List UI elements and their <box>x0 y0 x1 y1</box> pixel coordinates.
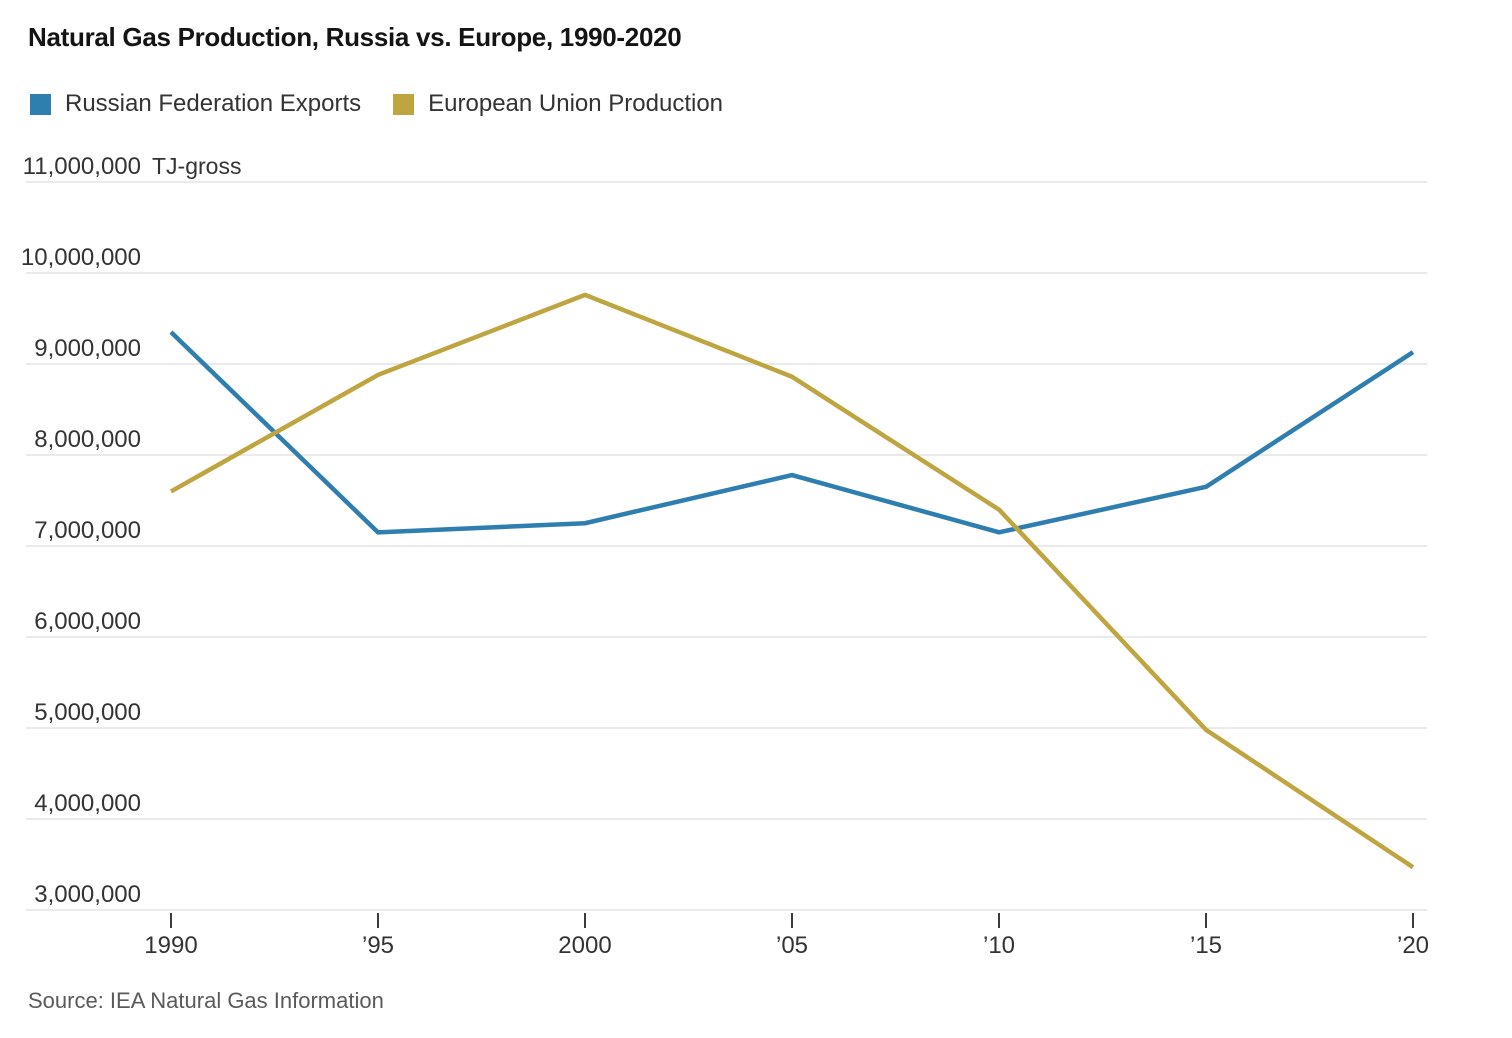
legend: Russian Federation Exports European Unio… <box>30 90 723 118</box>
x-tick-label: 2000 <box>558 932 611 959</box>
y-tick-label: 11,000,000 <box>23 153 141 180</box>
y-tick-label: 9,000,000 <box>34 335 141 362</box>
y-tick-label: 3,000,000 <box>34 881 141 908</box>
x-tick-label: ’95 <box>362 932 394 959</box>
gridlines <box>26 181 1427 911</box>
legend-item-russia: Russian Federation Exports <box>30 90 361 118</box>
y-tick-label: 4,000,000 <box>34 790 141 817</box>
y-tick-label: 5,000,000 <box>34 699 141 726</box>
x-axis: 1990 ’95 2000 ’05 ’10 ’15 ’20 <box>144 913 1429 959</box>
legend-swatch-russia-icon <box>30 93 51 115</box>
legend-label-russia: Russian Federation Exports <box>65 90 362 117</box>
y-tick-label: 10,000,000 <box>21 244 141 271</box>
legend-item-eu: European Union Production <box>393 90 723 118</box>
x-tick-label: ’20 <box>1397 932 1429 959</box>
series-line-russia <box>169 330 1415 535</box>
x-tick-label: ’05 <box>776 932 808 959</box>
legend-label-eu: European Union Production <box>428 90 724 117</box>
source-note: Source: IEA Natural Gas Information <box>28 988 384 1013</box>
series-line-eu <box>169 292 1415 870</box>
y-axis-unit-label: TJ-gross <box>152 153 241 179</box>
y-tick-label: 6,000,000 <box>34 608 141 635</box>
x-tick-label: 1990 <box>144 932 197 959</box>
y-tick-label: 7,000,000 <box>34 517 141 544</box>
x-tick-label: ’10 <box>983 932 1015 959</box>
legend-swatch-eu-icon <box>393 93 415 115</box>
x-tick-label: ’15 <box>1190 932 1222 959</box>
y-tick-label: 8,000,000 <box>34 426 141 453</box>
chart-title: Natural Gas Production, Russia vs. Europ… <box>28 22 682 52</box>
y-axis-labels: 3,000,000 4,000,000 5,000,000 6,000,000 7,00… <box>21 153 242 908</box>
series-lines <box>169 292 1415 870</box>
